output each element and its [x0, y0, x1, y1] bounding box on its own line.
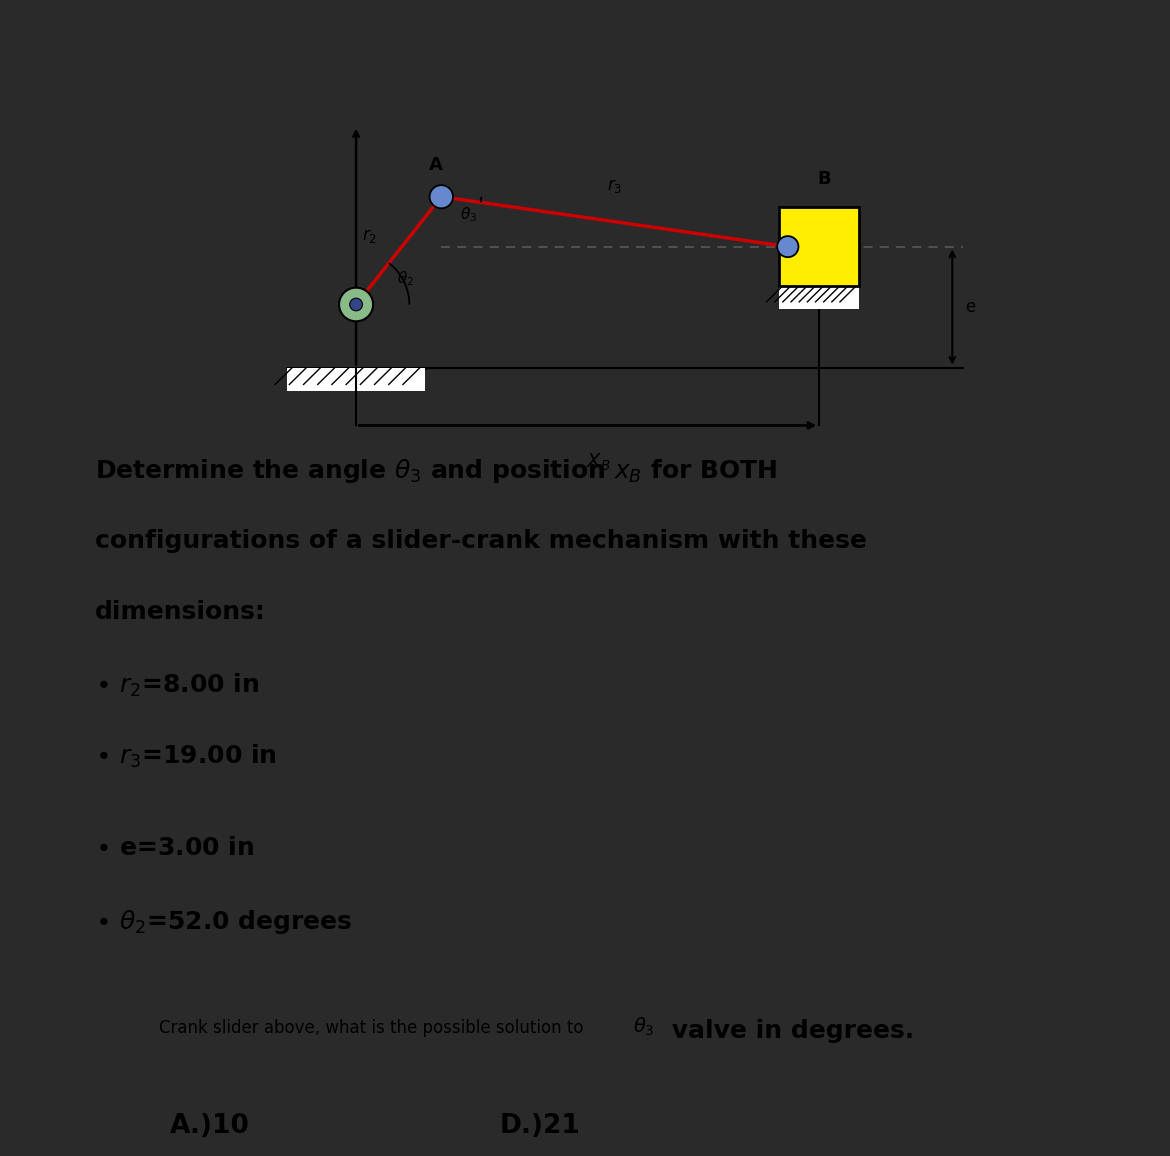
- Bar: [779, 286, 859, 309]
- Text: $\bullet$ e=3.00 in: $\bullet$ e=3.00 in: [95, 836, 254, 860]
- Bar: [287, 368, 426, 391]
- Text: $\bullet$ $r_3$=19.00 in: $\bullet$ $r_3$=19.00 in: [95, 743, 277, 770]
- Text: e: e: [965, 298, 976, 316]
- Circle shape: [350, 298, 363, 311]
- Text: $r_2$: $r_2$: [363, 228, 378, 245]
- Text: $\bullet$ $r_2$=8.00 in: $\bullet$ $r_2$=8.00 in: [95, 672, 260, 699]
- Text: $\theta_2$: $\theta_2$: [397, 269, 413, 288]
- Text: configurations of a slider-crank mechanism with these: configurations of a slider-crank mechani…: [95, 528, 867, 553]
- Text: A: A: [429, 156, 443, 173]
- Text: Crank slider above, what is the possible solution to: Crank slider above, what is the possible…: [159, 1018, 589, 1037]
- Text: $\bullet$ $\theta_2$=52.0 degrees: $\bullet$ $\theta_2$=52.0 degrees: [95, 907, 352, 935]
- Text: dimensions:: dimensions:: [95, 600, 266, 624]
- Text: $X_B$: $X_B$: [586, 452, 611, 473]
- Circle shape: [339, 288, 373, 321]
- Bar: [779, 207, 859, 286]
- Text: valve in degrees.: valve in degrees.: [662, 1018, 914, 1043]
- Circle shape: [429, 185, 453, 208]
- Text: B: B: [818, 170, 832, 188]
- Circle shape: [777, 236, 798, 257]
- Text: $\theta_3$: $\theta_3$: [461, 205, 477, 224]
- Text: Determine the angle $\theta_3$ and position $x_B$ for BOTH: Determine the angle $\theta_3$ and posit…: [95, 457, 778, 486]
- Text: D.)21: D.)21: [500, 1113, 580, 1139]
- Text: A.)10: A.)10: [170, 1113, 249, 1139]
- Text: $\theta_3$: $\theta_3$: [633, 1015, 654, 1038]
- Text: $r_3$: $r_3$: [607, 177, 622, 195]
